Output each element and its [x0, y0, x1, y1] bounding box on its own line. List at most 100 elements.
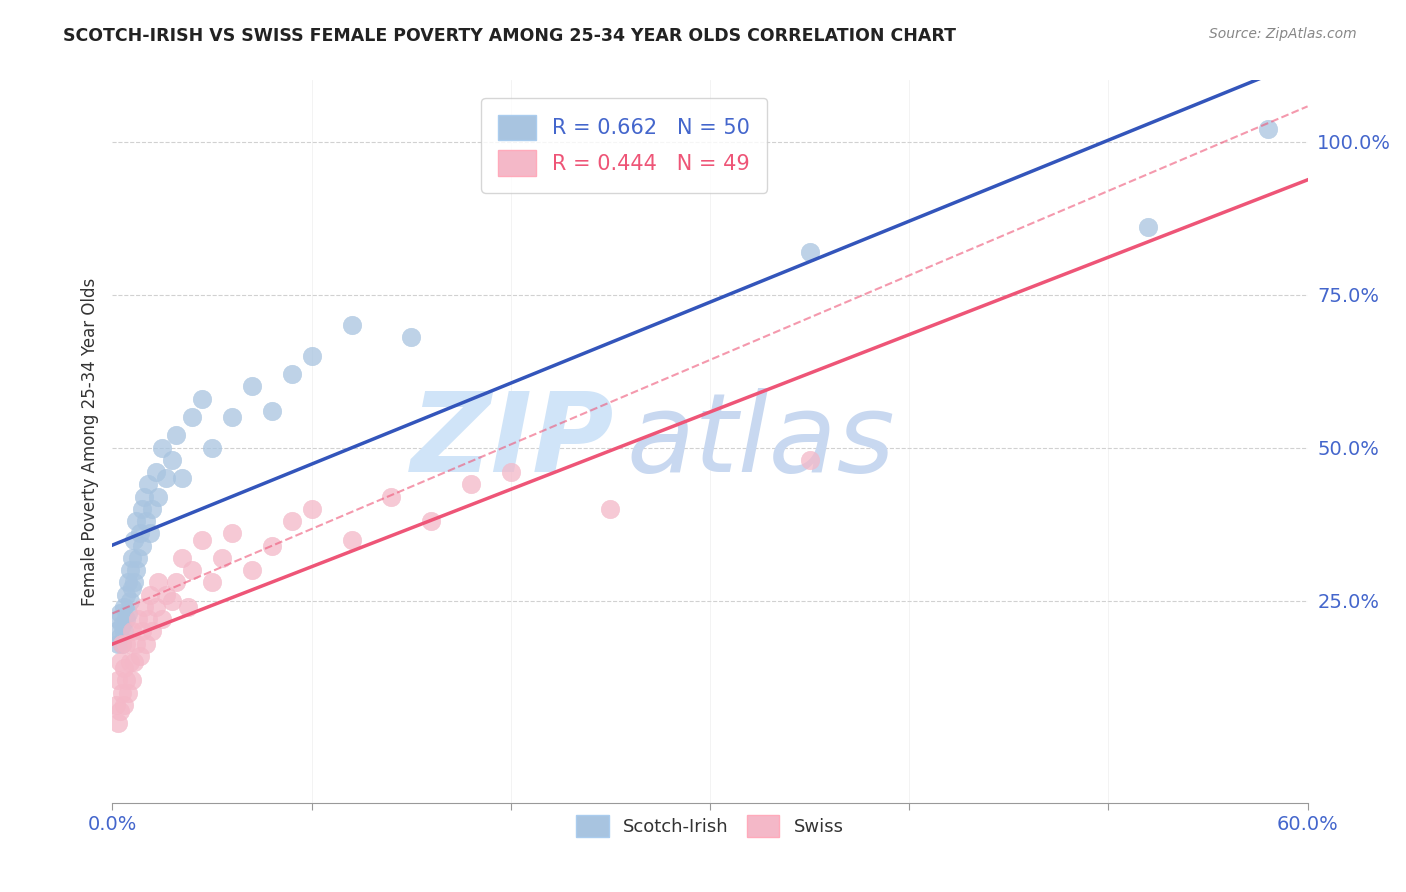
Point: [799, 244, 821, 259]
Point: [155, 588, 177, 602]
Point: [115, 673, 138, 688]
Point: [135, 637, 157, 651]
Point: [221, 526, 243, 541]
Point: [181, 410, 204, 425]
Point: [124, 575, 146, 590]
Text: SCOTCH-IRISH VS SWISS FEMALE POVERTY AMONG 25-34 YEAR OLDS CORRELATION CHART: SCOTCH-IRISH VS SWISS FEMALE POVERTY AMO…: [63, 27, 956, 45]
Point: [129, 526, 152, 541]
Point: [105, 698, 128, 712]
Point: [114, 698, 135, 712]
Point: [148, 575, 170, 590]
Point: [150, 612, 173, 626]
Point: [301, 349, 323, 363]
Point: [150, 441, 173, 455]
Point: [120, 655, 142, 669]
Point: [117, 606, 139, 620]
Point: [145, 599, 167, 614]
Point: [301, 502, 323, 516]
Point: [127, 612, 149, 626]
Point: [124, 533, 146, 547]
Point: [121, 624, 143, 639]
Point: [799, 453, 821, 467]
Text: atlas: atlas: [627, 388, 896, 495]
Point: [120, 563, 142, 577]
Legend: Scotch-Irish, Swiss: Scotch-Irish, Swiss: [569, 808, 851, 845]
Point: [105, 624, 128, 639]
Point: [281, 514, 304, 528]
Point: [117, 685, 139, 699]
Point: [221, 410, 243, 425]
Point: [131, 502, 153, 516]
Point: [111, 637, 134, 651]
Point: [110, 606, 132, 620]
Point: [165, 575, 187, 590]
Point: [107, 612, 129, 626]
Point: [114, 599, 135, 614]
Point: [125, 514, 148, 528]
Point: [281, 367, 304, 381]
Point: [115, 588, 138, 602]
Point: [131, 539, 153, 553]
Point: [141, 624, 163, 639]
Point: [1137, 220, 1160, 235]
Point: [177, 599, 200, 614]
Point: [401, 330, 423, 344]
Point: [420, 514, 443, 528]
Y-axis label: Female Poverty Among 25-34 Year Olds: Female Poverty Among 25-34 Year Olds: [80, 277, 98, 606]
Text: Source: ZipAtlas.com: Source: ZipAtlas.com: [1209, 27, 1357, 41]
Point: [191, 533, 214, 547]
Point: [139, 526, 162, 541]
Point: [120, 593, 142, 607]
Point: [107, 637, 129, 651]
Point: [211, 550, 233, 565]
Point: [380, 490, 402, 504]
Point: [201, 575, 224, 590]
Point: [114, 624, 135, 639]
Point: [131, 624, 153, 639]
Point: [134, 599, 156, 614]
Point: [155, 471, 177, 485]
Point: [340, 533, 363, 547]
Point: [172, 550, 194, 565]
Point: [499, 465, 522, 479]
Point: [138, 612, 160, 626]
Point: [127, 550, 149, 565]
Point: [111, 685, 134, 699]
Point: [340, 318, 363, 333]
Point: [138, 477, 160, 491]
Point: [201, 441, 224, 455]
Point: [135, 514, 157, 528]
Point: [110, 631, 132, 645]
Point: [110, 704, 132, 718]
Point: [115, 637, 138, 651]
Point: [115, 612, 138, 626]
Point: [125, 563, 148, 577]
Point: [107, 673, 129, 688]
Point: [145, 465, 167, 479]
Point: [181, 563, 204, 577]
Point: [1257, 122, 1279, 136]
Text: ZIP: ZIP: [411, 388, 614, 495]
Point: [141, 502, 163, 516]
Point: [121, 550, 143, 565]
Point: [172, 471, 194, 485]
Point: [117, 575, 139, 590]
Point: [599, 502, 621, 516]
Point: [111, 618, 134, 632]
Point: [114, 661, 135, 675]
Point: [165, 428, 187, 442]
Point: [162, 593, 183, 607]
Point: [121, 673, 143, 688]
Point: [125, 637, 148, 651]
Point: [107, 716, 129, 731]
Point: [260, 539, 283, 553]
Point: [240, 379, 263, 393]
Point: [148, 490, 170, 504]
Point: [162, 453, 183, 467]
Point: [260, 404, 283, 418]
Point: [134, 490, 156, 504]
Point: [110, 655, 132, 669]
Point: [460, 477, 482, 491]
Point: [111, 637, 134, 651]
Point: [124, 655, 146, 669]
